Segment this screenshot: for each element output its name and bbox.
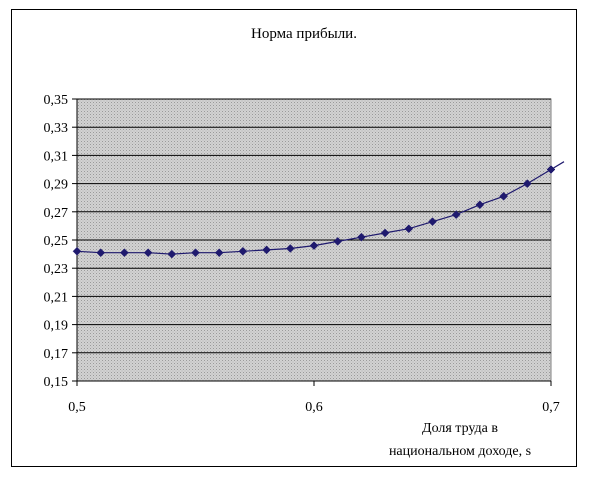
data-point-marker — [120, 248, 129, 258]
data-point-marker — [191, 248, 200, 258]
x-tick-label: 0,6 — [305, 400, 323, 415]
data-point-marker — [238, 246, 248, 256]
x-tick-label: 0,7 — [542, 400, 560, 415]
data-point-marker — [522, 179, 532, 188]
x-tick-label: 0,5 — [68, 400, 86, 415]
y-tick-label: 0,19 — [44, 319, 69, 334]
series-path — [76, 161, 565, 255]
x-axis-label-line-2: национальном доходе, s — [389, 444, 531, 459]
data-point-marker — [499, 191, 508, 201]
data-point-marker — [143, 248, 153, 258]
series-points — [72, 165, 556, 259]
x-axis-label-line-1: Доля труда в — [422, 421, 498, 436]
data-point-marker — [404, 224, 414, 234]
y-tick-label: 0,25 — [44, 234, 69, 249]
data-point-marker — [285, 244, 295, 253]
y-tick-label: 0,35 — [44, 93, 69, 108]
data-point-marker — [546, 165, 556, 174]
data-point-marker — [357, 232, 366, 242]
data-point-marker — [333, 237, 343, 246]
chart-title: Норма прибыли. — [251, 26, 357, 42]
y-tick-label: 0,31 — [44, 149, 69, 164]
data-point-marker — [380, 228, 390, 238]
y-tick-label: 0,27 — [44, 206, 69, 221]
x-axis-ticks: 0,5 0,6 0,7 — [68, 381, 560, 415]
gridlines — [77, 98, 551, 354]
data-point-marker — [167, 249, 177, 259]
data-point-marker — [72, 246, 82, 256]
y-axis-ticks: 0,15 0,17 0,19 0,21 0,23 0,25 0,27 0,29 0,31 0,33… — [44, 93, 77, 390]
y-tick-label: 0,29 — [44, 178, 69, 193]
y-tick-label: 0,23 — [44, 262, 69, 277]
data-point-marker — [96, 248, 106, 258]
data-point-marker — [309, 241, 319, 250]
y-tick-label: 0,33 — [44, 121, 69, 136]
y-tick-label: 0,15 — [44, 375, 69, 390]
data-point-marker — [214, 248, 224, 258]
data-point-marker — [475, 200, 485, 210]
data-point-marker — [451, 210, 461, 219]
y-tick-label: 0,21 — [44, 290, 69, 305]
series-line — [76, 161, 565, 255]
data-point-marker — [262, 245, 271, 255]
y-tick-label: 0,17 — [44, 347, 69, 362]
data-point-marker — [428, 217, 437, 227]
